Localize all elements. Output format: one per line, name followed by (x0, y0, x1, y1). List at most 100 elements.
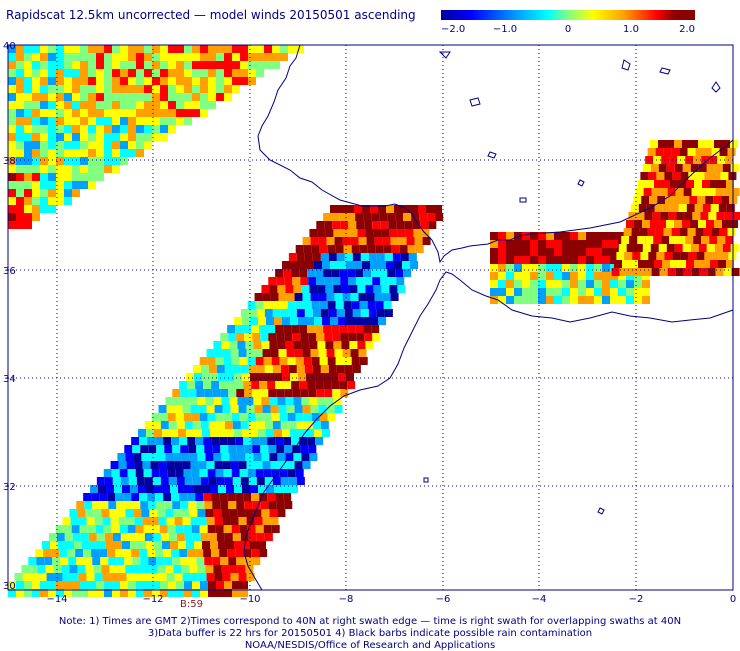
wind-cell (363, 269, 372, 277)
wind-cell (142, 573, 151, 581)
wind-cell (133, 565, 142, 573)
wind-cell (163, 493, 172, 501)
wind-cell (306, 317, 314, 325)
wind-cell (220, 333, 229, 341)
wind-cell (324, 221, 333, 229)
wind-cell (128, 61, 136, 69)
wind-cell (288, 421, 297, 429)
wind-cell (224, 581, 232, 589)
wind-cell (8, 221, 16, 229)
wind-cell (236, 501, 245, 509)
wind-cell (570, 296, 578, 304)
wind-cell (331, 269, 340, 277)
wind-cell (118, 461, 127, 469)
wind-cell (302, 349, 311, 357)
wind-cell (198, 573, 207, 581)
wind-cell (24, 157, 32, 165)
wind-cell (229, 509, 238, 517)
wind-cell (16, 61, 24, 69)
wind-cell (236, 389, 245, 397)
wind-cell (117, 509, 126, 517)
wind-cell (546, 256, 554, 264)
wind-cell (136, 117, 144, 125)
wind-cell (152, 93, 160, 101)
wind-cell (96, 141, 104, 149)
wind-cell (120, 581, 128, 589)
wind-cell (268, 389, 277, 397)
wind-cell (661, 236, 670, 244)
wind-cell (410, 261, 418, 269)
wind-cell (247, 525, 256, 533)
wind-cell (272, 61, 280, 69)
wind-cell (208, 53, 216, 61)
wind-cell (104, 133, 112, 141)
wind-cell (335, 357, 344, 365)
wind-cell (302, 237, 311, 245)
wind-cell (396, 277, 405, 285)
wind-cell (158, 461, 167, 469)
wind-cell (208, 93, 216, 101)
wind-cell (245, 341, 254, 349)
wind-cell (104, 53, 112, 61)
wind-cell (370, 317, 378, 325)
wind-cell (96, 85, 104, 93)
wind-cell (152, 109, 160, 117)
wind-cell (48, 85, 56, 93)
wind-cell (130, 485, 138, 493)
wind-cell (395, 269, 404, 277)
wind-cell (670, 260, 678, 268)
wind-cell (325, 285, 334, 293)
wind-cell (688, 172, 697, 180)
wind-cell (88, 125, 96, 133)
wind-cell (246, 573, 255, 581)
iberia-coastline (257, 44, 734, 264)
island-outline (487, 151, 497, 159)
wind-cell (80, 173, 88, 181)
wind-cell (397, 229, 406, 237)
wind-cell (197, 509, 206, 517)
wind-cell (61, 565, 70, 573)
wind-cell (64, 133, 72, 141)
wind-cell (264, 309, 273, 317)
wind-cell (686, 204, 695, 212)
wind-cell (160, 589, 168, 597)
wind-cell (318, 237, 327, 245)
wind-cell (562, 288, 570, 296)
wind-cell (181, 509, 190, 517)
wind-cell (670, 180, 678, 188)
wind-cell (144, 581, 152, 589)
wind-cell (140, 501, 149, 509)
wind-cell (232, 477, 241, 485)
wind-cell (654, 180, 662, 188)
wind-cell (240, 53, 248, 61)
wind-cell (24, 125, 32, 133)
wind-cell (208, 45, 216, 53)
wind-cell (295, 469, 304, 477)
wind-cell (120, 157, 128, 165)
wind-cell (16, 589, 24, 597)
wind-cell (728, 252, 737, 260)
wind-cell (104, 533, 113, 541)
wind-cell (522, 264, 530, 272)
wind-cell (104, 69, 112, 77)
wind-cell (24, 133, 32, 141)
wind-cell (405, 229, 414, 237)
wind-cell (308, 445, 317, 453)
wind-cell (270, 349, 279, 357)
wind-cell (730, 244, 739, 252)
wind-cell (64, 141, 72, 149)
wind-cell (732, 212, 740, 220)
wind-cell (348, 221, 357, 229)
wind-cell (32, 125, 40, 133)
wind-cell (649, 196, 658, 204)
wind-cell (674, 164, 683, 172)
wind-cell (117, 453, 126, 461)
wind-cell (200, 477, 209, 485)
wind-cell (176, 61, 184, 69)
wind-cell (132, 557, 141, 565)
wind-cell (238, 349, 247, 357)
wind-cell (264, 533, 273, 541)
wind-cell (188, 501, 197, 509)
wind-cell (263, 413, 272, 421)
wind-cell (180, 557, 189, 565)
